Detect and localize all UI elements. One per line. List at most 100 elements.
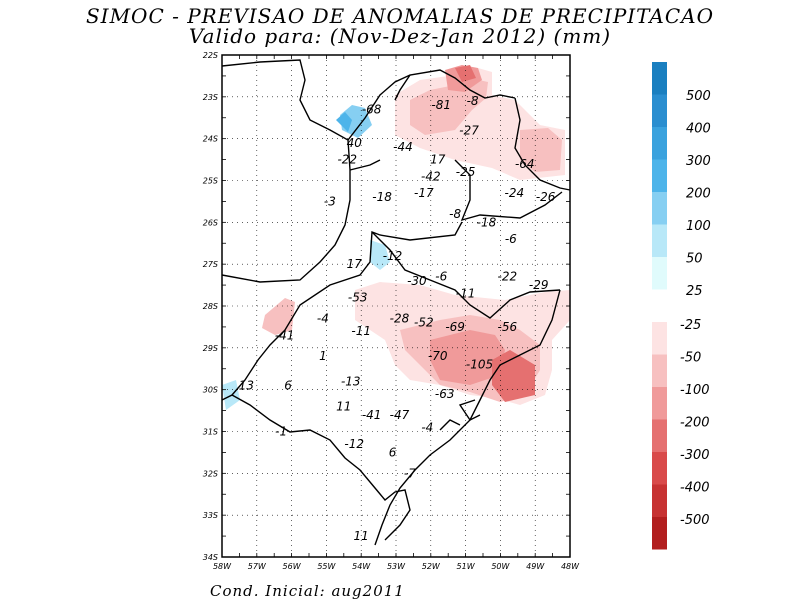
legend-label-negative: -500 [680,513,710,528]
latitude-label: 25S [203,177,218,186]
map-title-line1: SIMOC - PREVISAO DE ANOMALIAS DE PRECIPI… [85,4,715,28]
anomaly-value: -12 [383,249,403,263]
anomaly-value: -4 [421,420,433,434]
anomaly-value: -64 [515,157,535,171]
anomaly-value: -52 [414,316,434,330]
anomaly-value: 6 [284,378,292,392]
initial-condition-label: Cond. Inicial: aug2011 [210,582,405,600]
anomaly-value: -18 [372,190,392,204]
latitude-label: 32S [203,469,218,478]
legend-swatch-negative [652,419,667,452]
anomaly-value: 6 [389,445,397,459]
anomaly-value: 17 [347,257,363,271]
longitude-label: 53W [387,562,406,571]
latitude-label: 34S [203,553,218,562]
legend-swatch-negative [652,387,667,420]
longitude-label: 57W [248,562,267,571]
latitude-label: 30S [203,386,218,395]
latitude-label: 33S [203,511,218,520]
legend-swatch-positive [652,94,667,127]
longitude-label: 58W [213,562,232,571]
anomaly-value: -41 [275,328,295,342]
legend-swatch-negative [652,517,667,550]
longitude-label: 56W [283,562,302,571]
anomaly-value: -44 [393,140,413,154]
anomaly-value: -1 [275,425,287,439]
latitude-label: 31S [203,428,218,437]
legend-label-positive: 400 [686,122,711,137]
anomaly-value: 17 [430,153,446,167]
anomaly-value: -30 [407,274,427,288]
legend-label-negative: -100 [680,383,710,398]
anomaly-value: -11 [351,324,371,338]
legend-swatch-positive [652,62,667,95]
negative-anomaly-shading [262,65,570,405]
legend-label-negative: -25 [680,318,701,333]
anomaly-value: -69 [445,320,465,334]
legend-swatch-negative [652,484,667,517]
legend-label-positive: 50 [686,252,703,267]
anomaly-value: -81 [431,98,451,112]
latitude-label: 28S [203,302,218,311]
anomaly-value: -27 [459,123,479,137]
legend-label-positive: 200 [686,187,711,202]
legend-label-negative: -400 [680,481,710,496]
legend-swatch-negative [652,354,667,387]
anomaly-value: 13 [239,378,254,392]
anomaly-value: -29 [529,278,549,292]
anomaly-value: 11 [336,399,351,413]
longitude-label: 55W [317,562,336,571]
legend-swatch-positive [652,224,667,257]
anomaly-value: 11 [354,529,369,543]
anomaly-value: 40 [347,136,363,150]
political-boundaries [221,59,571,546]
anomaly-value: -4 [317,312,329,326]
latitude-label: 22S [203,51,218,60]
latitude-label: 24S [203,135,218,144]
anomaly-value: -12 [344,437,364,451]
anomaly-value: -8 [467,94,479,108]
legend-label-positive: 300 [686,154,711,169]
anomaly-value: -105 [466,358,493,372]
latitude-label: 23S [203,93,218,102]
legend-swatch-positive [652,192,667,225]
anomaly-value: -7 [404,466,416,480]
longitude-label: 48W [561,562,580,571]
legend-positive-scale: 500 400 300 200 100 50 25 [652,62,711,299]
anomaly-value: -56 [498,320,518,334]
anomaly-value: -70 [428,349,448,363]
anomaly-value: -63 [435,387,455,401]
anomaly-value: -68 [362,102,382,116]
longitude-labels: 58W 57W 56W 55W 54W 53W 52W 51W 50W 49W 48W [213,562,580,571]
legend-label-negative: -50 [680,351,701,366]
legend-swatch-positive [652,127,667,160]
legend-label-negative: -300 [680,448,710,463]
longitude-label: 54W [352,562,371,571]
longitude-label: 52W [422,562,441,571]
map-title-line2: Valido para: (Nov-Dez-Jan 2012) (mm) [188,24,612,48]
anomaly-value: -17 [414,186,434,200]
legend-swatch-positive [652,257,667,290]
anomaly-value: -8 [449,207,461,221]
legend-swatch-negative [652,452,667,485]
legend-label-positive: 500 [686,89,711,104]
latitude-labels: 22S 23S 24S 25S 26S 27S 28S 29S 30S 31S 32S 33S 34S [203,51,218,562]
anomaly-value: -6 [505,232,517,246]
positive-anomaly-shading [222,105,390,410]
anomaly-value: -41 [362,408,382,422]
anomaly-value: -26 [536,190,556,204]
anomaly-value: -28 [390,312,410,326]
legend-swatch-negative [652,322,667,355]
longitude-label: 49W [526,562,545,571]
anomaly-value: -13 [341,374,361,388]
anomaly-value: -47 [390,408,410,422]
axis-ticks [221,54,571,558]
legend-label-positive: 100 [686,219,711,234]
longitude-label: 50W [491,562,510,571]
anomaly-value: -11 [456,286,476,300]
latitude-label: 26S [203,218,218,227]
legend-label-negative: -200 [680,416,710,431]
anomaly-value: -3 [324,194,336,208]
